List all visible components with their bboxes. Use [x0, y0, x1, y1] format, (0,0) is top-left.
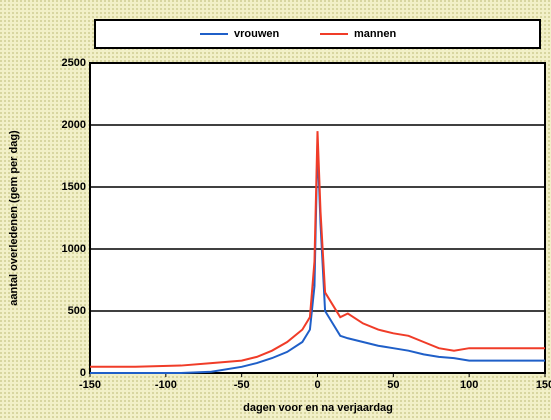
- y-tick-label: 1000: [62, 243, 86, 255]
- line-series: [90, 143, 545, 374]
- x-axis-label: dagen voor en na verjaardag: [243, 402, 393, 414]
- y-tick-label: 500: [68, 305, 86, 317]
- legend-label: mannen: [354, 28, 396, 40]
- x-tick-label: -50: [234, 379, 250, 391]
- y-tick-label: 2500: [62, 57, 86, 69]
- x-tick-label: 0: [314, 379, 320, 391]
- legend-box: [94, 19, 541, 49]
- legend-label: vrouwen: [234, 28, 280, 40]
- line-series: [90, 131, 545, 368]
- x-tick-label: -150: [79, 379, 101, 391]
- y-tick-label: 2000: [62, 119, 86, 131]
- x-tick-label: 50: [387, 379, 399, 391]
- y-tick-label: 0: [80, 367, 86, 379]
- y-tick-label: 1500: [62, 181, 86, 193]
- x-tick-label: 150: [536, 379, 551, 391]
- x-tick-label: 100: [460, 379, 478, 391]
- plot-area: [89, 62, 546, 374]
- x-tick-label: -100: [155, 379, 177, 391]
- y-axis-label: aantal overledenen (gem per dag): [8, 130, 20, 306]
